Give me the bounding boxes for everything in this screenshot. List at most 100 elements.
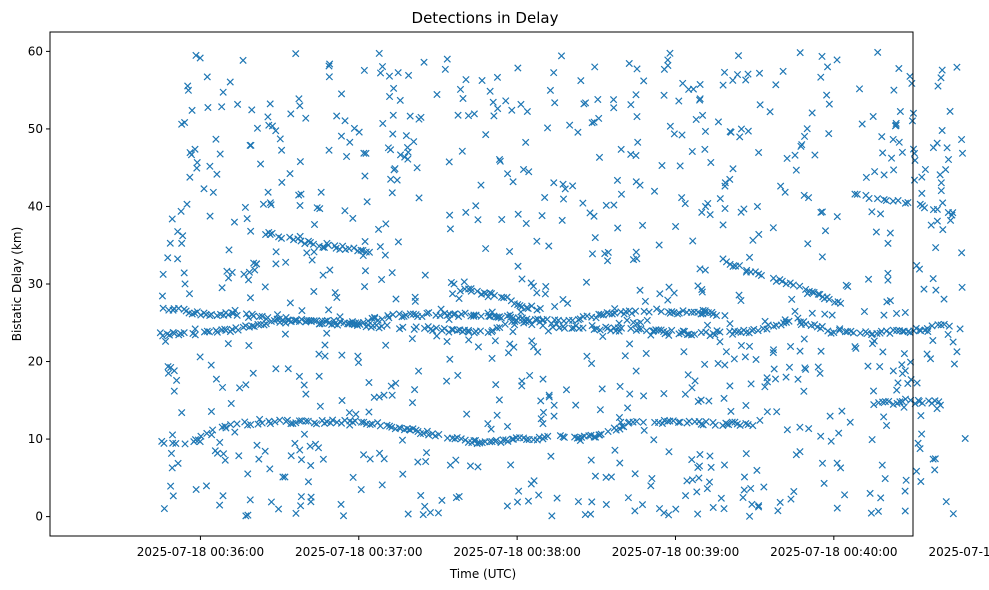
data-point	[851, 190, 859, 198]
data-point	[380, 455, 388, 463]
data-point	[790, 487, 798, 496]
data-point	[206, 162, 214, 170]
data-point	[881, 474, 889, 483]
data-point	[867, 509, 876, 517]
data-point	[321, 341, 329, 349]
data-point	[650, 436, 658, 444]
data-point	[884, 276, 892, 284]
data-point	[365, 378, 373, 387]
data-point	[228, 268, 236, 277]
data-point	[823, 63, 832, 71]
data-point	[958, 283, 966, 291]
data-point	[624, 494, 633, 502]
data-point	[871, 167, 879, 176]
x-axis-label: Time (UTC)	[449, 567, 516, 581]
data-point	[688, 476, 697, 484]
data-point	[286, 299, 294, 307]
data-point	[518, 314, 527, 322]
data-point	[422, 457, 430, 466]
data-point	[712, 311, 721, 320]
data-point	[408, 335, 416, 343]
data-point	[446, 225, 455, 233]
data-point	[438, 496, 446, 504]
data-point	[827, 437, 835, 445]
data-point	[302, 390, 310, 398]
data-point	[740, 473, 749, 481]
data-point	[308, 256, 316, 264]
data-point	[836, 325, 844, 333]
data-point	[418, 312, 426, 321]
data-point	[164, 369, 173, 377]
data-point	[889, 135, 897, 144]
data-point	[660, 65, 669, 73]
data-point	[681, 390, 690, 398]
data-point	[503, 422, 512, 431]
data-point	[410, 138, 418, 146]
data-point	[938, 126, 946, 135]
data-point	[268, 229, 276, 237]
data-point	[324, 306, 333, 314]
data-point	[362, 149, 370, 158]
data-point	[325, 73, 333, 81]
data-point	[898, 397, 906, 406]
data-point	[352, 410, 360, 418]
data-point	[301, 239, 309, 248]
data-point	[433, 332, 441, 340]
data-point	[261, 447, 269, 455]
data-point	[541, 290, 549, 298]
data-point	[896, 398, 904, 406]
data-point	[739, 493, 747, 502]
data-point	[209, 426, 217, 434]
data-point	[929, 143, 938, 152]
data-point	[191, 331, 199, 339]
data-point	[937, 179, 945, 187]
data-point	[783, 154, 791, 163]
data-point	[689, 237, 697, 245]
data-point	[701, 202, 710, 211]
data-point	[929, 274, 937, 283]
data-point	[636, 286, 644, 294]
data-point	[294, 235, 302, 243]
data-point	[524, 497, 533, 505]
data-point	[582, 278, 591, 286]
data-point	[721, 361, 729, 369]
data-point	[620, 423, 628, 431]
data-point	[639, 418, 647, 426]
data-point	[361, 267, 370, 275]
data-point	[882, 421, 891, 430]
data-point	[627, 101, 635, 109]
data-point	[631, 307, 640, 315]
data-point	[641, 297, 650, 305]
data-point	[864, 275, 873, 283]
data-point	[170, 387, 178, 395]
data-point	[878, 133, 886, 141]
data-point	[304, 417, 312, 425]
data-point	[534, 348, 542, 356]
data-point	[668, 307, 676, 316]
data-point	[707, 463, 715, 471]
data-point	[640, 77, 648, 85]
data-point	[870, 337, 878, 345]
data-point	[183, 200, 191, 208]
data-point	[730, 355, 738, 363]
data-point	[776, 498, 784, 507]
data-point	[267, 498, 276, 506]
data-point	[950, 360, 959, 368]
data-point	[566, 121, 574, 129]
data-point	[446, 461, 455, 469]
data-point	[818, 322, 826, 331]
data-point	[633, 255, 641, 263]
data-point	[462, 75, 470, 84]
x-axis: 2025-07-18 00:36:00 2025-07-18 00:37:00 20…	[137, 536, 989, 559]
data-point	[628, 309, 636, 317]
data-point	[714, 118, 723, 126]
data-point	[796, 448, 804, 456]
data-point	[505, 247, 514, 256]
data-point	[655, 241, 663, 249]
data-point	[720, 68, 729, 76]
data-point	[246, 294, 255, 302]
data-point	[341, 207, 349, 215]
data-point	[461, 436, 469, 444]
data-point	[957, 135, 966, 144]
